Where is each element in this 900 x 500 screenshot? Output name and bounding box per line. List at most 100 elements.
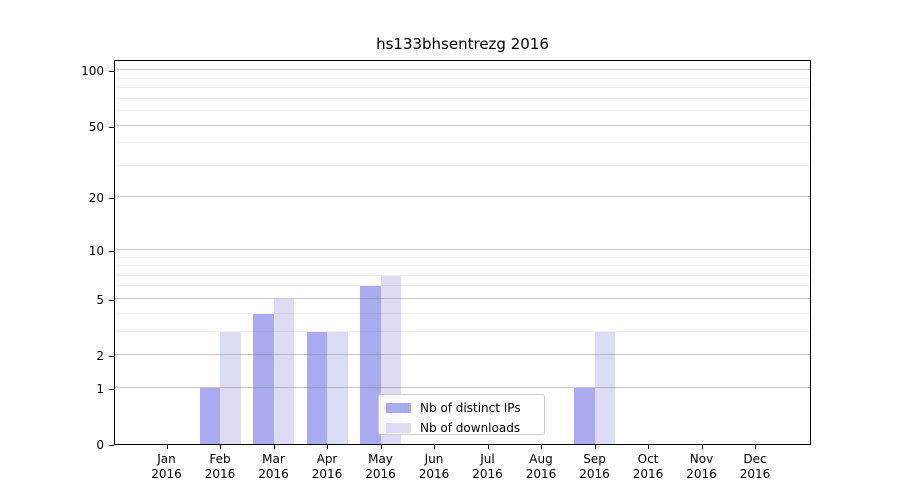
gridline-y-20 [115, 196, 810, 198]
xtick-year: 2016 [204, 467, 236, 481]
xtick-year: 2016 [311, 467, 343, 481]
xtick-year: 2016 [739, 467, 771, 481]
xtick-mark-jun [434, 445, 435, 449]
xtick-mark-sep [595, 445, 596, 449]
xtick-month: Sep [583, 452, 606, 466]
gridline-y-3 [115, 330, 810, 332]
xtick-label-sep: Sep 2016 [563, 452, 627, 482]
gridline-y-100 [115, 69, 810, 71]
xtick-month: Dec [743, 452, 767, 466]
gridline-y-7 [115, 274, 810, 276]
xtick-month: Mar [262, 452, 285, 466]
xtick-month: Apr [316, 452, 338, 466]
legend-swatch-distinct-ips [386, 403, 411, 413]
xtick-label-nov: Nov 2016 [670, 452, 734, 482]
gridline-y-5 [115, 297, 810, 299]
ytick-mark-1 [109, 389, 114, 390]
xtick-mark-oct [648, 445, 649, 449]
xtick-mark-feb [220, 445, 221, 449]
gridline-y-40 [115, 142, 810, 144]
legend-label-downloads: Nb of downloads [420, 421, 521, 435]
bar-may-distinct-ips [360, 286, 381, 444]
xtick-year: 2016 [472, 467, 503, 481]
xtick-year: 2016 [579, 467, 610, 481]
xtick-month: Jul [480, 452, 495, 466]
ytick-label-100: 100 [81, 64, 104, 79]
xtick-mark-may [381, 445, 382, 449]
bar-sep-distinct-ips [574, 387, 595, 444]
gridline-y-10 [115, 248, 810, 250]
xtick-label-mar: Mar 2016 [242, 452, 306, 482]
xtick-year: 2016 [686, 467, 717, 481]
xtick-mark-jan [167, 445, 168, 449]
xtick-label-jan: Jan 2016 [135, 452, 199, 482]
xtick-year: 2016 [632, 467, 664, 481]
gridline-y-9 [115, 256, 810, 258]
ytick-mark-10 [109, 251, 114, 252]
xtick-year: 2016 [258, 467, 289, 481]
chart-title: hs133bhsentrezg 2016 [376, 35, 549, 53]
ytick-label-0: 0 [96, 438, 104, 452]
ytick-label-20: 20 [88, 191, 104, 206]
bar-mar-downloads [273, 298, 294, 444]
gridline-y-60 [115, 110, 810, 111]
xtick-label-oct: Oct 2016 [616, 452, 680, 482]
xtick-month: Jan [157, 452, 176, 466]
xtick-mark-nov [702, 445, 703, 449]
xtick-label-jun: Jun 2016 [402, 452, 466, 482]
bar-sep-downloads [594, 331, 615, 444]
ytick-label-5: 5 [96, 292, 104, 307]
ytick-label-10: 10 [88, 243, 104, 258]
legend-item-downloads: Nb of downloads [386, 420, 537, 436]
xtick-month: May [368, 452, 393, 466]
legend: Nb of distinct IPs Nb of downloads [378, 394, 545, 435]
gridline-y-6 [115, 285, 810, 287]
xtick-month: Oct [637, 452, 659, 466]
gridline-y-8 [115, 265, 810, 266]
ytick-mark-0 [109, 445, 114, 446]
xtick-month: Jun [424, 452, 444, 466]
xtick-year: 2016 [151, 467, 182, 481]
bar-mar-distinct-ips [253, 313, 274, 444]
ytick-label-2: 2 [96, 349, 104, 363]
xtick-month: Feb [209, 452, 231, 466]
ytick-mark-50 [109, 127, 114, 128]
bar-apr-downloads [327, 331, 348, 444]
xtick-year: 2016 [418, 467, 450, 481]
xtick-mark-apr [327, 445, 328, 449]
ytick-mark-2 [109, 356, 114, 357]
xtick-month: Aug [529, 452, 553, 466]
xtick-month: Nov [689, 452, 714, 466]
xtick-label-aug: Aug 2016 [509, 452, 573, 482]
plot-area: Nb of distinct IPs Nb of downloads [114, 60, 811, 445]
xtick-mark-dec [755, 445, 756, 449]
xtick-label-jul: Jul 2016 [456, 452, 520, 482]
xtick-label-may: May 2016 [349, 452, 413, 482]
gridline-y-2 [115, 354, 810, 355]
xtick-year: 2016 [365, 467, 396, 481]
xtick-mark-mar [274, 445, 275, 449]
gridline-y-4 [115, 312, 810, 314]
gridline-y-30 [115, 164, 810, 166]
gridline-y-1 [115, 386, 810, 388]
xtick-mark-jul [488, 445, 489, 449]
gridline-y-90 [115, 77, 810, 79]
gridline-y-80 [115, 87, 810, 89]
xtick-mark-aug [541, 445, 542, 449]
xtick-label-dec: Dec 2016 [723, 452, 787, 482]
ytick-mark-100 [109, 71, 114, 72]
xtick-label-feb: Feb 2016 [188, 452, 252, 482]
xtick-label-apr: Apr 2016 [295, 452, 359, 482]
bar-feb-downloads [220, 331, 241, 444]
xtick-year: 2016 [525, 467, 557, 481]
bar-apr-distinct-ips [306, 331, 327, 444]
gridline-y-50 [115, 124, 810, 126]
bar-feb-distinct-ips [199, 387, 220, 444]
ytick-mark-20 [109, 198, 114, 199]
ytick-label-1: 1 [96, 381, 104, 396]
ytick-label-50: 50 [88, 119, 104, 134]
gridline-y-70 [115, 97, 810, 99]
ytick-mark-5 [109, 300, 114, 301]
legend-swatch-downloads [386, 423, 411, 433]
